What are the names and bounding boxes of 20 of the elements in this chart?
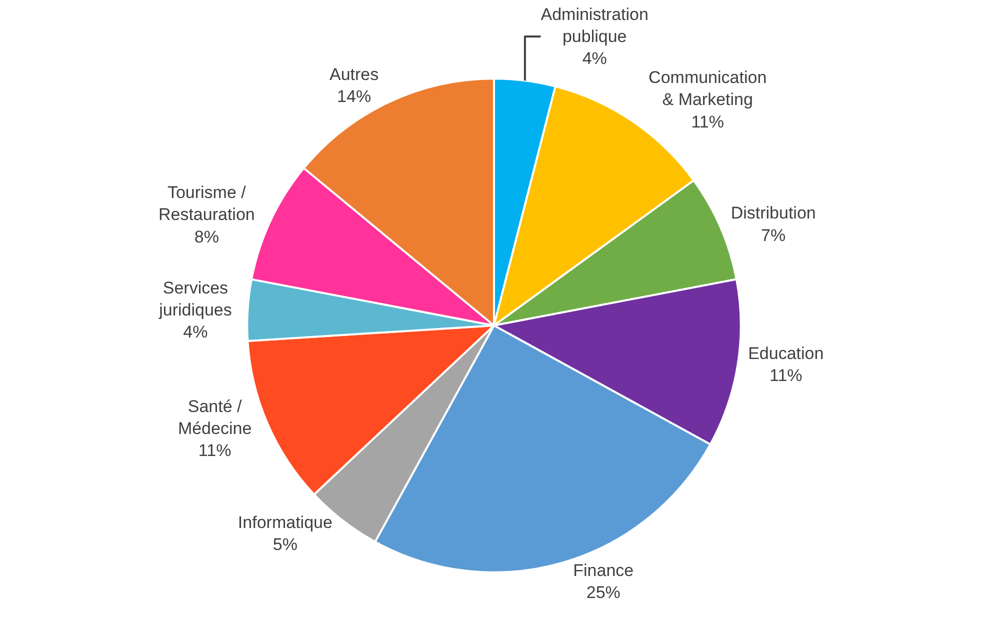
data-label: 14% (337, 86, 372, 106)
data-label: 11% (198, 441, 232, 460)
slice-label: Communication & Marketing (648, 68, 767, 110)
data-label: 5% (272, 534, 298, 554)
data-label: 7% (761, 226, 786, 245)
slice-label: Autres (329, 64, 379, 84)
data-label: 8% (194, 227, 219, 246)
data-label: 11% (770, 366, 802, 386)
slice-label: Education (748, 344, 824, 364)
data-label: 4% (183, 322, 208, 342)
slice-label: Informatique (238, 512, 332, 532)
data-label: 4% (582, 49, 607, 68)
slice-label: Tourisme / Restauration (158, 183, 255, 224)
slice-label: Santé / Médecine (178, 396, 252, 438)
slice-label: Services juridiques (158, 278, 232, 320)
slice-label: Finance (573, 560, 634, 580)
data-label: 11% (691, 112, 724, 132)
data-label: 25% (586, 583, 620, 602)
slice-label: Administration publique (540, 4, 648, 46)
slice-label: Distribution (730, 204, 816, 223)
